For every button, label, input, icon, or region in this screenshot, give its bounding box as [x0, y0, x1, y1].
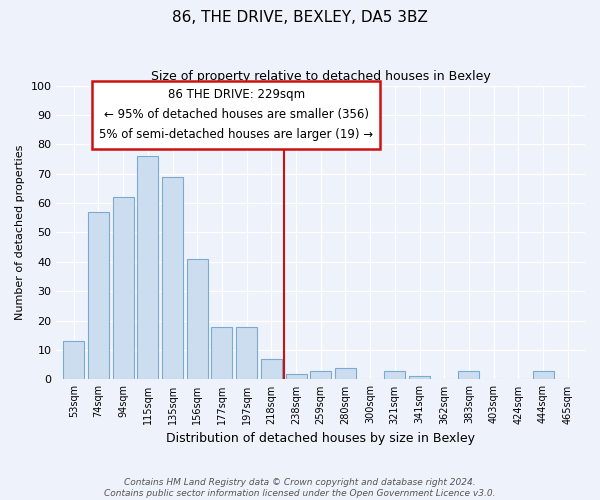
- Bar: [236, 326, 257, 380]
- Bar: [409, 376, 430, 380]
- Bar: [187, 259, 208, 380]
- Text: Contains HM Land Registry data © Crown copyright and database right 2024.
Contai: Contains HM Land Registry data © Crown c…: [104, 478, 496, 498]
- Bar: [286, 374, 307, 380]
- Bar: [458, 370, 479, 380]
- Bar: [335, 368, 356, 380]
- Title: Size of property relative to detached houses in Bexley: Size of property relative to detached ho…: [151, 70, 491, 83]
- Bar: [211, 326, 232, 380]
- X-axis label: Distribution of detached houses by size in Bexley: Distribution of detached houses by size …: [166, 432, 475, 445]
- Bar: [385, 370, 406, 380]
- Bar: [261, 359, 282, 380]
- Bar: [533, 370, 554, 380]
- Bar: [310, 370, 331, 380]
- Bar: [137, 156, 158, 380]
- Bar: [113, 197, 134, 380]
- Bar: [63, 341, 84, 380]
- Y-axis label: Number of detached properties: Number of detached properties: [15, 145, 25, 320]
- Text: 86 THE DRIVE: 229sqm
← 95% of detached houses are smaller (356)
5% of semi-detac: 86 THE DRIVE: 229sqm ← 95% of detached h…: [99, 88, 373, 142]
- Text: 86, THE DRIVE, BEXLEY, DA5 3BZ: 86, THE DRIVE, BEXLEY, DA5 3BZ: [172, 10, 428, 25]
- Bar: [162, 176, 183, 380]
- Bar: [88, 212, 109, 380]
